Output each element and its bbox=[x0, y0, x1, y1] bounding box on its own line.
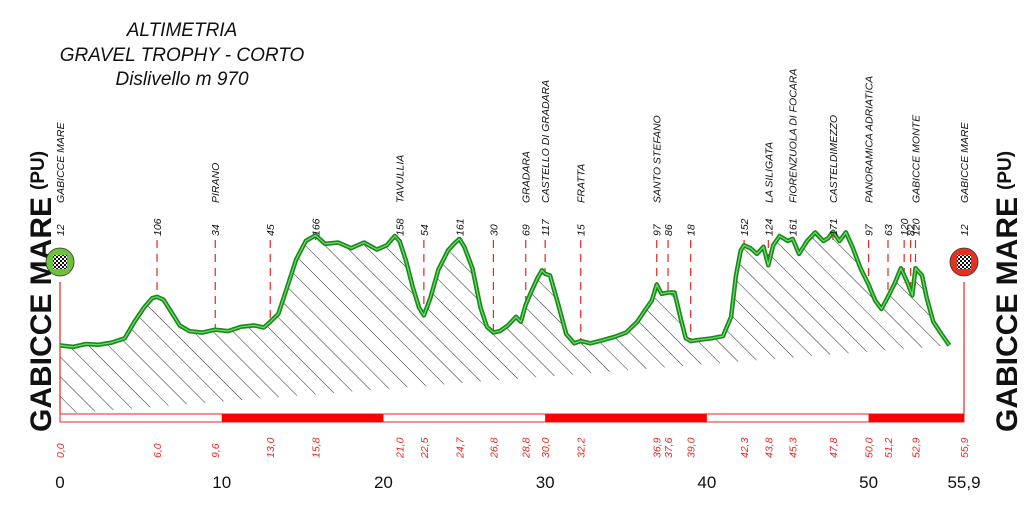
waypoint-name-16: LA SILIGATA bbox=[763, 142, 775, 203]
waypoint-km-7: 24,7 bbox=[454, 436, 466, 459]
waypoint-km-5: 21,0 bbox=[395, 437, 407, 459]
waypoint-elevation-4: 166 bbox=[311, 218, 323, 236]
waypoint-elevation-13: 86 bbox=[663, 224, 675, 236]
x-tick-label-6: 55,9 bbox=[947, 473, 980, 492]
waypoint-elevation-2: 34 bbox=[210, 224, 222, 236]
distance-bar-frame bbox=[59, 413, 965, 423]
waypoint-km-24: 55,9 bbox=[959, 437, 971, 458]
waypoint-elevation-8: 30 bbox=[488, 224, 500, 236]
waypoint-elevation-14: 18 bbox=[686, 224, 698, 236]
waypoint-km-9: 28,8 bbox=[521, 437, 533, 459]
waypoint-elevation-20: 63 bbox=[883, 224, 895, 236]
waypoint-elevation-23: 120 bbox=[910, 218, 922, 236]
waypoint-name-12: SANTO STEFANO bbox=[652, 115, 664, 203]
waypoint-elevation-12: 97 bbox=[652, 223, 664, 236]
waypoint-km-10: 30,0 bbox=[540, 437, 552, 458]
waypoint-name-10: CASTELLO DI GRADARA bbox=[540, 80, 552, 203]
waypoint-elevation-1: 106 bbox=[152, 218, 164, 236]
waypoint-km-16: 43,8 bbox=[763, 437, 775, 458]
waypoint-name-18: CASTELDIMEZZO bbox=[828, 115, 840, 203]
waypoint-km-0: 0,0 bbox=[55, 443, 67, 458]
waypoint-name-5: TAVULLIA bbox=[395, 155, 407, 203]
waypoint-name-19: PANORAMICA ADRIATICA bbox=[864, 76, 876, 203]
total-climb: Dislivello m 970 bbox=[115, 69, 248, 90]
waypoint-name-0: GABICCE MARE bbox=[55, 121, 67, 203]
waypoint-elevation-15: 152 bbox=[739, 218, 751, 236]
waypoint-elevation-21: 120 bbox=[899, 218, 911, 236]
waypoint-elevation-3: 45 bbox=[265, 224, 277, 236]
distance-bar bbox=[59, 413, 965, 423]
waypoint-km-15: 42,3 bbox=[739, 437, 751, 458]
waypoint-elevation-24: 12 bbox=[959, 224, 971, 236]
waypoint-km-4: 15,8 bbox=[311, 437, 323, 458]
distance-bar-segment-2 bbox=[868, 414, 964, 422]
chart-title: ALTIMETRIA bbox=[126, 20, 238, 41]
waypoint-km-23: 52,9 bbox=[910, 437, 922, 458]
waypoint-elevation-0: 12 bbox=[55, 224, 67, 236]
distance-bar-segment-0 bbox=[221, 414, 384, 422]
waypoint-elevation-5: 158 bbox=[395, 218, 407, 236]
start-province-label: (PU) bbox=[28, 151, 49, 190]
x-tick-label-5: 50 bbox=[859, 473, 878, 492]
chart-subtitle: GRAVEL TROPHY - CORTO bbox=[60, 45, 305, 66]
waypoint-km-17: 45,3 bbox=[788, 437, 800, 458]
finish-checker-flag-icon bbox=[957, 255, 971, 269]
waypoint-km-12: 36,9 bbox=[652, 437, 664, 458]
x-tick-label-2: 20 bbox=[374, 473, 393, 492]
waypoint-elevation-6: 54 bbox=[419, 224, 431, 236]
waypoint-name-24: GABICCE MARE bbox=[959, 121, 971, 203]
waypoint-elevation-19: 97 bbox=[864, 223, 876, 236]
waypoint-name-23: GABICCE MONTE bbox=[910, 114, 922, 203]
waypoint-km-19: 50,0 bbox=[864, 437, 876, 458]
start-finish-markers bbox=[45, 247, 979, 277]
start-checker-flag-icon bbox=[53, 255, 67, 269]
waypoint-elevation-22: 82 bbox=[906, 224, 918, 236]
waypoint-km-18: 47,8 bbox=[828, 437, 840, 458]
waypoint-elevation-11: 15 bbox=[576, 224, 588, 236]
x-tick-label-1: 10 bbox=[212, 473, 231, 492]
waypoint-elevation-18: 171 bbox=[828, 218, 840, 236]
waypoint-elevation-9: 69 bbox=[521, 224, 533, 236]
x-tick-label-0: 0 bbox=[55, 473, 64, 492]
finish-town-label: GABICCE MARE bbox=[991, 197, 1024, 432]
waypoint-elevation-10: 117 bbox=[540, 218, 552, 236]
waypoint-km-1: 6,0 bbox=[152, 443, 164, 458]
start-town-label: GABICCE MARE bbox=[25, 197, 58, 432]
waypoint-km-11: 32,2 bbox=[576, 437, 588, 458]
x-tick-label-3: 30 bbox=[536, 473, 555, 492]
waypoint-elevation-17: 161 bbox=[788, 218, 800, 236]
waypoint-name-2: PIRANO bbox=[210, 163, 222, 203]
x-tick-label-4: 40 bbox=[697, 473, 716, 492]
waypoint-elevation-16: 124 bbox=[763, 218, 775, 236]
waypoint-km-6: 22,5 bbox=[419, 437, 431, 459]
waypoint-km-14: 39,0 bbox=[686, 437, 698, 458]
waypoint-km-3: 13,0 bbox=[265, 437, 277, 458]
profile-line-layer bbox=[59, 229, 952, 350]
profile-area-layer bbox=[59, 231, 965, 414]
waypoint-name-9: GRADARA bbox=[521, 151, 533, 203]
distance-bar-segment-1 bbox=[545, 414, 707, 422]
waypoint-elevation-7: 161 bbox=[454, 218, 466, 236]
waypoint-labels-layer: GABICCE MARE 12 0,0 106 6,0 PIRANO 34 9,6 45 13,0… bbox=[55, 69, 971, 459]
waypoint-km-2: 9,6 bbox=[210, 443, 222, 458]
profile-area bbox=[60, 231, 950, 414]
finish-province-label: (PU) bbox=[995, 151, 1016, 190]
waypoint-name-11: FRATTA bbox=[576, 164, 588, 203]
waypoint-km-13: 37,6 bbox=[663, 437, 675, 458]
profile-line-highlight bbox=[59, 231, 950, 348]
waypoint-km-20: 51,2 bbox=[883, 437, 895, 458]
waypoint-km-8: 26,8 bbox=[488, 437, 500, 459]
x-axis-ticks: 0 10 20 30 40 50 55,9 bbox=[55, 473, 980, 492]
waypoint-name-17: FIORENZUOLA DI FOCARA bbox=[788, 69, 800, 203]
